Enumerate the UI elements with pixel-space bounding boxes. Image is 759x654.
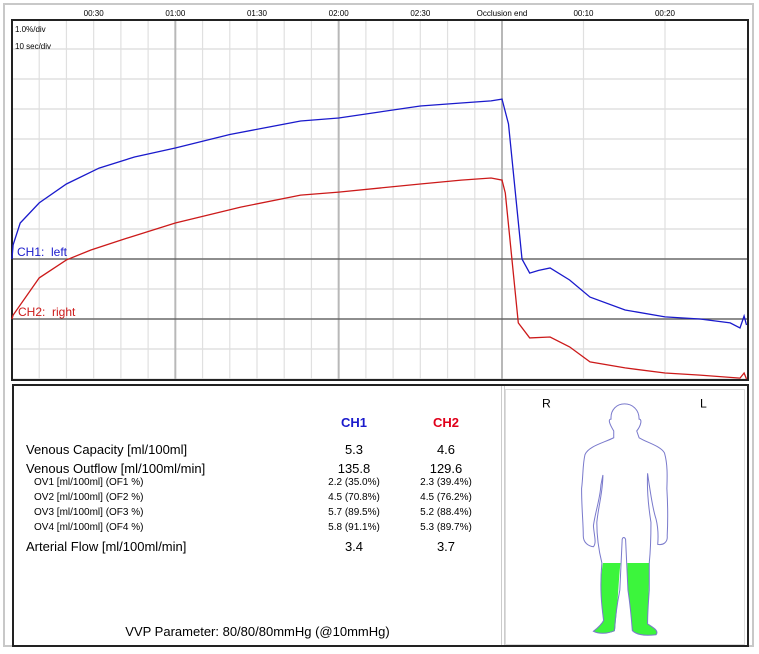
ch1-value: 3.4 <box>344 539 364 554</box>
ch2-value: 129.6 <box>429 461 463 476</box>
x-tick-label: 00:30 <box>84 9 105 18</box>
x-tick-label: 01:00 <box>165 9 186 18</box>
x-tick-label: 00:20 <box>655 9 676 18</box>
ch1-value: 135.8 <box>337 461 371 476</box>
x-tick-label: 01:30 <box>247 9 268 18</box>
ch2-value: 3.7 <box>436 539 456 554</box>
ch1-trace-label: CH1: left <box>17 245 68 259</box>
ch2-trace <box>11 177 748 380</box>
left-leg-highlight <box>627 562 657 636</box>
panel-divider <box>501 386 505 645</box>
ch1-value: 5.3 <box>344 442 364 457</box>
ch1-value: 2.2 (35.0%) <box>328 477 380 488</box>
result-row-label: OV3 [ml/100ml] (OF3 %) <box>34 507 144 518</box>
ch2-trace-label: CH2: right <box>18 305 76 319</box>
ch1-value: 4.5 (70.8%) <box>328 492 380 503</box>
ch2-value: 2.3 (39.4%) <box>420 477 472 488</box>
vvp-parameter: VVP Parameter: 80/80/80mmHg (@10mmHg) <box>125 624 390 639</box>
body-diagram: R L <box>542 396 707 636</box>
plethysmography-chart: 00:30 01:00 01:30 02:00 02:30 Occlusion end 00… <box>11 9 749 381</box>
x-axis-ticks: 00:30 01:00 01:30 02:00 02:30 Occlusion end 00… <box>84 9 676 18</box>
ch2-value: 5.2 (88.4%) <box>420 507 472 518</box>
x-tick-label: 02:30 <box>410 9 431 18</box>
body-outline <box>581 403 669 636</box>
traces <box>11 98 748 380</box>
left-side-label: L <box>700 396 707 410</box>
result-row-label: Venous Outflow [ml/100ml/min] <box>26 461 206 476</box>
ch1-column-header: CH1 <box>340 415 367 430</box>
ch1-trace <box>11 98 748 329</box>
result-row-label: OV1 [ml/100ml] (OF1 %) <box>34 477 144 488</box>
x-tick-label: 00:10 <box>573 9 594 18</box>
ch2-value: 4.5 (76.2%) <box>420 492 472 503</box>
body-diagram-panel <box>505 389 745 645</box>
right-leg-highlight <box>593 562 621 634</box>
result-row-label: OV2 [ml/100ml] (OF2 %) <box>34 492 144 503</box>
results-panel: CH1 CH2 Venous Capacity [ml/100ml] 5.3 4.6… <box>12 384 749 647</box>
x-tick-label: 02:00 <box>329 9 350 18</box>
ch2-value: 4.6 <box>436 442 456 457</box>
result-row-label: OV4 [ml/100ml] (OF4 %) <box>34 522 144 533</box>
result-row-label: Arterial Flow [ml/100ml/min] <box>26 539 187 554</box>
ch1-value: 5.8 (91.1%) <box>328 522 380 533</box>
time-scale-label: 10 sec/div <box>15 42 51 51</box>
right-side-label: R <box>542 396 551 410</box>
occlusion-end-label: Occlusion end <box>477 9 528 18</box>
ch2-column-header: CH2 <box>432 415 459 430</box>
ch2-value: 5.3 (89.7%) <box>420 522 472 533</box>
amplitude-scale-label: 1.0%/div <box>15 25 46 34</box>
ch1-value: 5.7 (89.5%) <box>328 507 380 518</box>
chart-grid <box>12 20 748 380</box>
plot-border <box>11 19 749 381</box>
result-row-label: Venous Capacity [ml/100ml] <box>26 442 188 457</box>
